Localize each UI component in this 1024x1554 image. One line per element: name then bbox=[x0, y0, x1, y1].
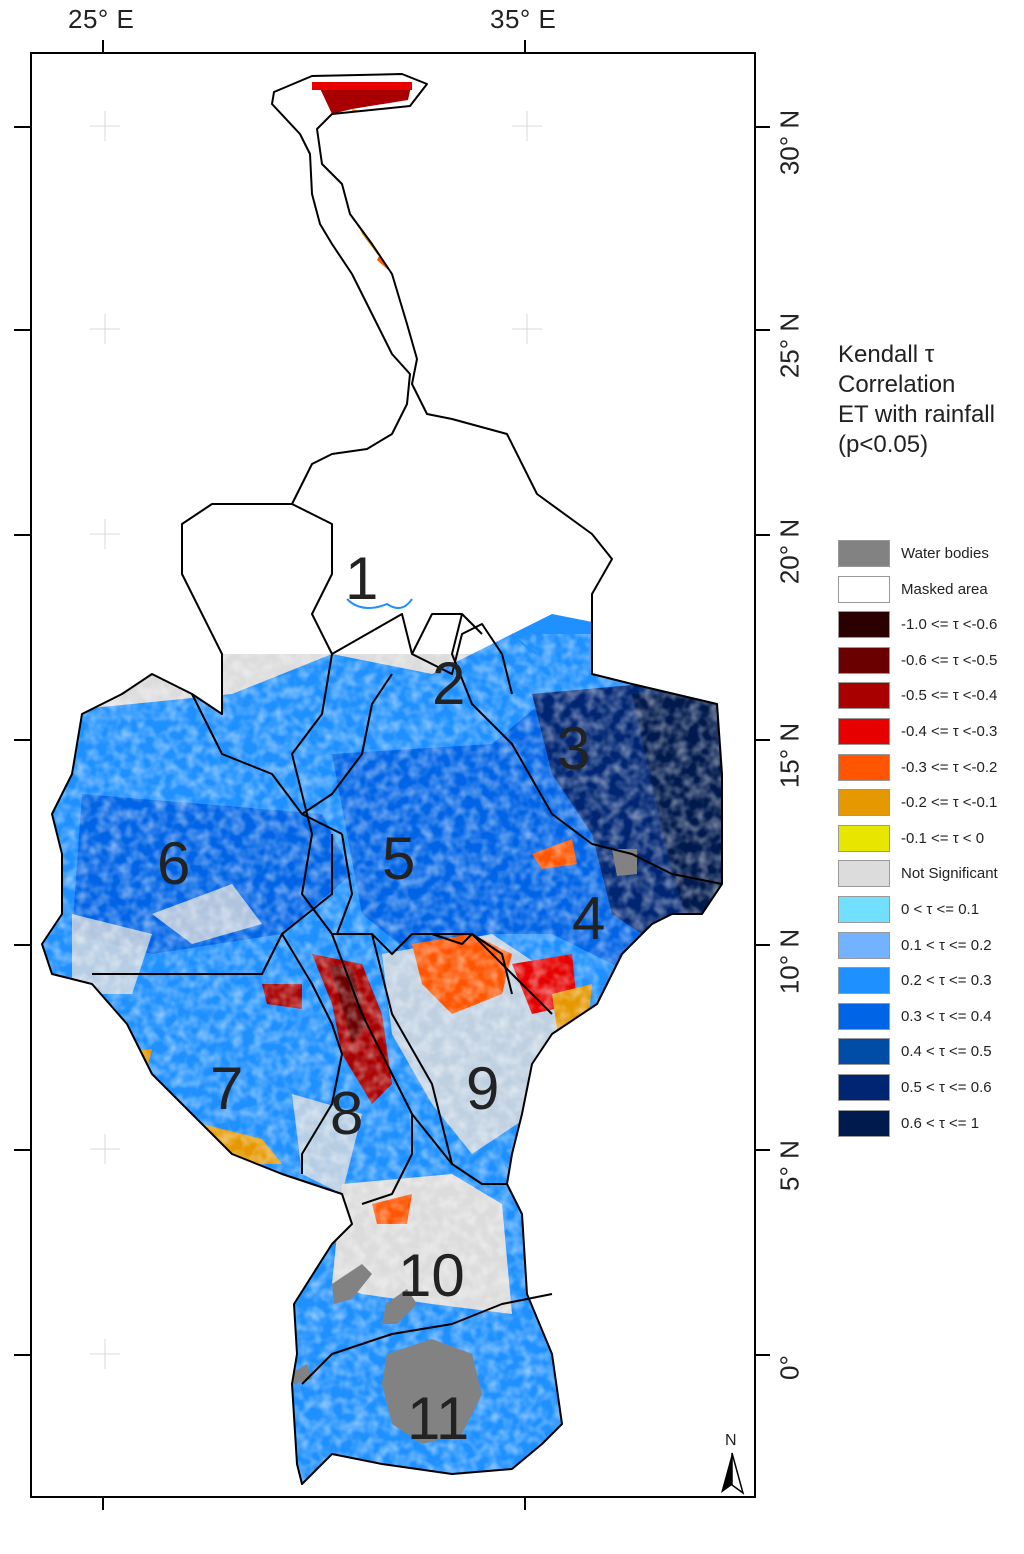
legend-item: 0.5 < τ <= 0.6 bbox=[838, 1074, 992, 1101]
lat-label-30n: 30° N bbox=[774, 109, 805, 176]
lat-label-10n: 10° N bbox=[774, 928, 805, 995]
legend-swatch bbox=[838, 789, 890, 816]
lon-label-35e: 35° E bbox=[490, 4, 557, 34]
region-label-2: 2 bbox=[432, 650, 466, 717]
sub-basin-boundaries bbox=[41, 73, 723, 1485]
legend-label: 0.1 < τ <= 0.2 bbox=[901, 937, 992, 954]
correlation-raster bbox=[42, 74, 722, 1484]
legend-swatch bbox=[838, 825, 890, 852]
legend-swatch bbox=[838, 967, 890, 994]
legend-title-line-2: Correlation bbox=[838, 371, 956, 398]
lon-label-25e: 25° E bbox=[68, 4, 135, 34]
region-label-10: 10 bbox=[398, 1242, 465, 1309]
legend-swatch bbox=[838, 611, 890, 638]
legend-swatch bbox=[838, 682, 890, 709]
legend-swatch bbox=[838, 576, 890, 603]
legend-item: Not Significant bbox=[838, 860, 998, 887]
region-label-5: 5 bbox=[382, 825, 416, 892]
top-ticks bbox=[102, 40, 526, 54]
legend-label: 0.4 < τ <= 0.5 bbox=[901, 1043, 992, 1060]
legend-item: -1.0 <= τ <-0.6 bbox=[838, 611, 997, 638]
legend-swatch bbox=[838, 932, 890, 959]
legend-swatch bbox=[838, 540, 890, 567]
legend-title-line-1: Kendall τ bbox=[838, 341, 935, 368]
lat-label-25n: 25° N bbox=[774, 312, 805, 379]
north-arrow-label: N bbox=[725, 1432, 737, 1449]
region-label-3: 3 bbox=[557, 715, 591, 782]
lat-label-20n: 20° N bbox=[774, 518, 805, 585]
region-label-6: 6 bbox=[157, 830, 191, 897]
legend-item: 0.3 < τ <= 0.4 bbox=[838, 1003, 992, 1030]
legend-item: -0.1 <= τ < 0 bbox=[838, 825, 984, 852]
legend-item: -0.4 <= τ <-0.3 bbox=[838, 718, 997, 745]
right-ticks bbox=[756, 126, 770, 1356]
legend-swatch bbox=[838, 896, 890, 923]
legend-label: -0.6 <= τ <-0.5 bbox=[901, 652, 998, 669]
legend-label: 0.2 < τ <= 0.3 bbox=[901, 972, 992, 989]
legend-label: -1.0 <= τ <-0.6 bbox=[901, 616, 998, 633]
legend-label: Water bodies bbox=[901, 545, 989, 562]
legend-label: -0.5 <= τ <-0.4 bbox=[901, 687, 998, 704]
legend-label: 0.6 < τ <= 1 bbox=[901, 1115, 980, 1132]
region-label-11: 11 bbox=[407, 1385, 470, 1452]
legend-item: 0 < τ <= 0.1 bbox=[838, 896, 979, 923]
legend-label: Not Significant bbox=[901, 865, 998, 882]
lat-label-0: 0° bbox=[774, 1355, 805, 1380]
lat-label-15n: 15° N bbox=[774, 722, 805, 789]
legend-title: Kendall τ Correlation ET with rainfall (… bbox=[838, 340, 995, 460]
legend-swatch bbox=[838, 1038, 890, 1065]
region-label-7: 7 bbox=[210, 1055, 244, 1122]
legend-item: 0.2 < τ <= 0.3 bbox=[838, 967, 992, 994]
legend-label: Masked area bbox=[901, 581, 988, 598]
legend-swatch bbox=[838, 1110, 890, 1137]
region-label-8: 8 bbox=[330, 1080, 364, 1147]
legend-item: 0.1 < τ <= 0.2 bbox=[838, 932, 992, 959]
legend-item: -0.5 <= τ <-0.4 bbox=[838, 682, 997, 709]
map-frame: 1 2 3 4 5 6 7 8 9 10 11 bbox=[30, 52, 756, 1498]
region-label-1: 1 bbox=[345, 545, 379, 612]
legend-item: 0.6 < τ <= 1 bbox=[838, 1110, 979, 1137]
legend-title-line-3: ET with rainfall bbox=[838, 401, 995, 428]
legend-item: Masked area bbox=[838, 576, 988, 603]
legend-swatch bbox=[838, 1074, 890, 1101]
map-canvas bbox=[41, 73, 723, 1485]
legend-label: 0.5 < τ <= 0.6 bbox=[901, 1079, 992, 1096]
legend-swatch bbox=[838, 718, 890, 745]
legend-title-line-4: (p<0.05) bbox=[838, 431, 929, 458]
legend-label: 0 < τ <= 0.1 bbox=[901, 901, 980, 918]
region-label-9: 9 bbox=[466, 1055, 500, 1122]
legend-swatch bbox=[838, 647, 890, 674]
legend-item: -0.6 <= τ <-0.5 bbox=[838, 647, 997, 674]
legend-swatch bbox=[838, 1003, 890, 1030]
legend-swatch bbox=[838, 860, 890, 887]
left-ticks bbox=[14, 126, 30, 1356]
legend-label: 0.3 < τ <= 0.4 bbox=[901, 1008, 992, 1025]
legend-swatch bbox=[838, 754, 890, 781]
lat-label-5n: 5° N bbox=[774, 1140, 805, 1191]
legend-item: -0.2 <= τ <-0.1 bbox=[838, 789, 997, 816]
legend-label: -0.1 <= τ < 0 bbox=[901, 830, 985, 847]
legend-item: Water bodies bbox=[838, 540, 989, 567]
legend-label: -0.3 <= τ <-0.2 bbox=[901, 759, 998, 776]
legend-label: -0.2 <= τ <-0.1 bbox=[901, 794, 998, 811]
north-arrow-icon bbox=[721, 1452, 745, 1495]
legend-item: 0.4 < τ <= 0.5 bbox=[838, 1038, 992, 1065]
region-label-4: 4 bbox=[572, 885, 606, 952]
legend-item: -0.3 <= τ <-0.2 bbox=[838, 754, 997, 781]
bottom-ticks bbox=[102, 1496, 526, 1510]
legend-label: -0.4 <= τ <-0.3 bbox=[901, 723, 998, 740]
